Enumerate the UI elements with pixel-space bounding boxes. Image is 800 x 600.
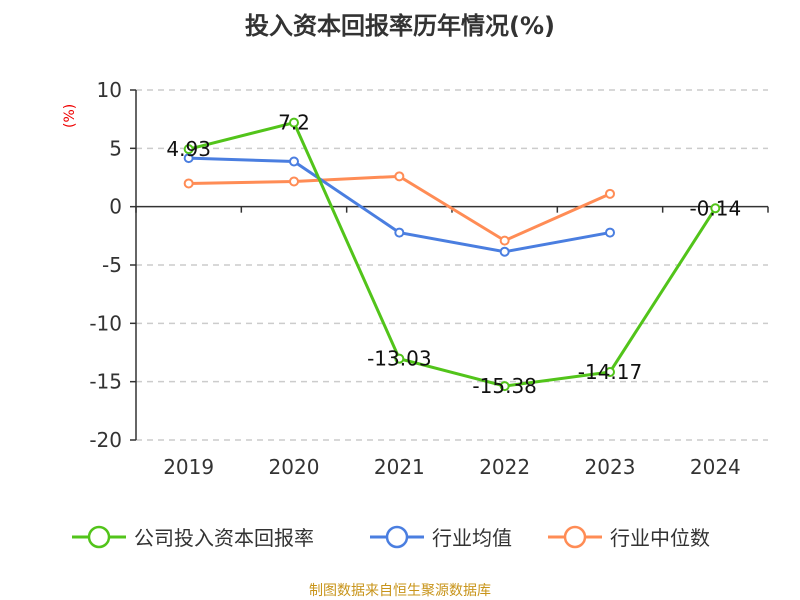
x-tick-label: 2022 bbox=[479, 455, 530, 479]
x-tick-label: 2023 bbox=[585, 455, 636, 479]
data-label: -13.03 bbox=[367, 347, 431, 371]
legend-line-circle-icon bbox=[548, 525, 602, 548]
y-tick-label: -15 bbox=[89, 370, 122, 394]
series-line-0 bbox=[188, 120, 717, 388]
data-label: 4.93 bbox=[166, 137, 211, 161]
data-point bbox=[605, 188, 615, 199]
legend-label: 行业中位数 bbox=[610, 526, 710, 550]
data-point bbox=[289, 156, 299, 167]
x-tick-label: 2020 bbox=[269, 455, 320, 479]
y-tick-label: -5 bbox=[102, 253, 122, 277]
data-point bbox=[394, 227, 405, 238]
x-tick-label: 2021 bbox=[374, 455, 425, 479]
legend-item[interactable]: 行业均值 bbox=[370, 522, 512, 551]
y-tick-label: -20 bbox=[89, 428, 122, 452]
legend-item[interactable]: 公司投入资本回报率 bbox=[72, 522, 314, 551]
y-tick-label: 0 bbox=[109, 195, 122, 219]
data-label: -14.17 bbox=[578, 360, 642, 384]
data-label: 7.2 bbox=[278, 111, 310, 135]
data-point bbox=[394, 353, 405, 364]
y-tick-label: 10 bbox=[97, 78, 122, 102]
data-point bbox=[499, 235, 510, 246]
y-tick-label: -10 bbox=[89, 311, 122, 335]
legend-item[interactable]: 行业中位数 bbox=[548, 522, 710, 551]
data-label: -0.14 bbox=[689, 196, 741, 220]
chart-title: 投入资本回报率历年情况(%) bbox=[245, 12, 555, 40]
y-tick-label: 5 bbox=[109, 136, 122, 160]
legend-label: 行业均值 bbox=[432, 526, 512, 550]
data-point bbox=[289, 176, 299, 187]
data-label: -15.38 bbox=[472, 374, 536, 398]
legend-line-circle-icon bbox=[370, 525, 424, 548]
x-tick-label: 2024 bbox=[690, 455, 741, 479]
data-point bbox=[183, 178, 194, 189]
data-point bbox=[394, 171, 405, 182]
legend-label: 公司投入资本回报率 bbox=[134, 526, 314, 550]
x-tick-label: 2019 bbox=[163, 455, 214, 479]
data-point bbox=[710, 203, 721, 214]
data-point bbox=[605, 366, 615, 377]
data-point bbox=[499, 381, 510, 392]
data-point bbox=[499, 246, 510, 257]
legend-line-circle-icon bbox=[72, 525, 126, 548]
source-note: 制图数据来自恒生聚源数据库 bbox=[309, 583, 491, 599]
data-point bbox=[289, 117, 299, 128]
data-point bbox=[605, 227, 615, 238]
data-point bbox=[183, 144, 194, 155]
